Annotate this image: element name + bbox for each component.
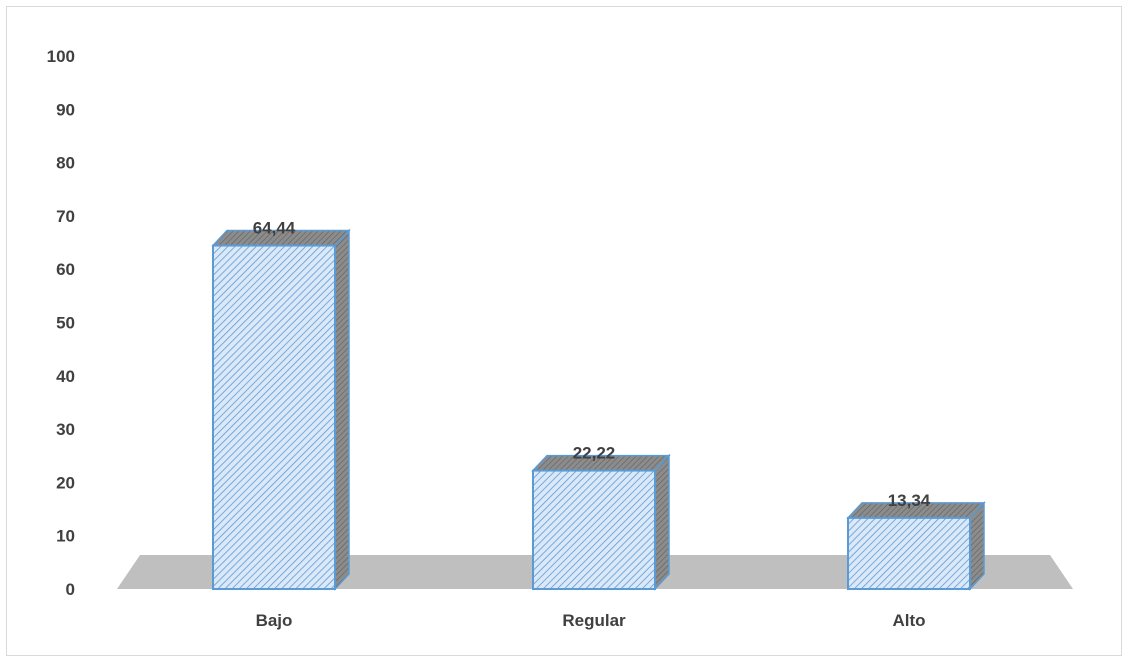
y-tick-label-10: 10 — [56, 527, 75, 546]
bar-bajo — [211, 228, 351, 591]
y-tick-label-80: 80 — [56, 154, 75, 173]
y-tick-label-100: 100 — [47, 47, 75, 66]
data-label-regular: 22,22 — [573, 444, 616, 463]
category-label-regular: Regular — [562, 611, 626, 630]
y-tick-label-0: 0 — [66, 580, 75, 599]
y-tick-label-60: 60 — [56, 260, 75, 279]
y-tick-label-40: 40 — [56, 367, 75, 386]
y-tick-label-30: 30 — [56, 420, 75, 439]
bar-side-face — [334, 228, 350, 591]
category-labels: Bajo Regular Alto — [256, 611, 926, 630]
y-tick-label-50: 50 — [56, 314, 75, 333]
data-label-alto: 13,34 — [888, 491, 931, 510]
bar-side-face — [654, 453, 670, 591]
y-tick-label-90: 90 — [56, 100, 75, 119]
bar-front-face — [847, 516, 971, 591]
bar-front-face — [212, 244, 336, 591]
bar-front-face — [532, 469, 656, 591]
bar-alto — [846, 500, 986, 591]
y-axis-ticks: 0 10 20 30 40 50 60 70 80 90 100 — [47, 47, 75, 599]
data-labels: 64,44 22,22 13,34 — [253, 219, 931, 510]
bars-group — [211, 228, 986, 591]
category-label-bajo: Bajo — [256, 611, 293, 630]
category-label-alto: Alto — [892, 611, 925, 630]
y-tick-label-70: 70 — [56, 207, 75, 226]
bar-regular — [531, 453, 671, 591]
y-tick-label-20: 20 — [56, 473, 75, 492]
data-label-bajo: 64,44 — [253, 219, 296, 238]
